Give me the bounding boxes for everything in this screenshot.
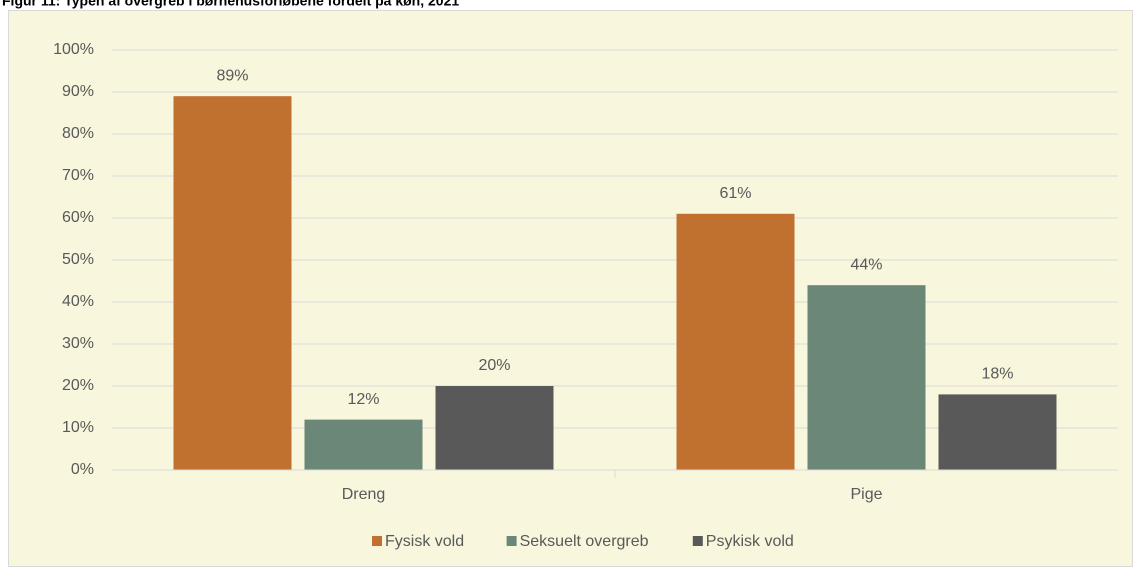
y-tick-label: 100% — [53, 41, 94, 58]
y-tick-label: 30% — [62, 335, 94, 352]
y-tick-label: 0% — [71, 461, 94, 478]
data-label: 20% — [478, 357, 510, 374]
bar — [807, 285, 926, 470]
data-label: 44% — [850, 256, 882, 273]
legend-swatch — [692, 536, 703, 546]
y-tick-label: 10% — [62, 419, 94, 436]
legend-swatch — [372, 536, 382, 546]
y-tick-label: 40% — [62, 293, 94, 310]
x-tick-label: Dreng — [342, 486, 386, 503]
data-label: 12% — [347, 391, 379, 408]
data-label: 61% — [719, 185, 751, 202]
bar — [435, 386, 554, 470]
data-label: 18% — [981, 366, 1013, 383]
x-tick-label: Pige — [850, 486, 882, 503]
legend-label: Seksuelt overgreb — [520, 533, 649, 550]
y-tick-label: 70% — [62, 167, 94, 184]
bar — [938, 394, 1057, 470]
legend-swatch — [506, 536, 517, 546]
y-tick-label: 50% — [62, 251, 94, 268]
data-label: 89% — [216, 67, 248, 84]
bar — [304, 419, 423, 470]
bar — [676, 213, 795, 471]
y-tick-label: 60% — [62, 209, 94, 226]
y-tick-label: 90% — [62, 83, 94, 100]
bar — [173, 96, 292, 470]
chart-title: Figur 11: Typen af overgreb i børnehusfo… — [2, 0, 459, 9]
y-tick-label: 80% — [62, 125, 94, 142]
legend-label: Psykisk vold — [706, 533, 794, 550]
y-tick-label: 20% — [62, 377, 94, 394]
legend-label: Fysisk vold — [385, 533, 464, 550]
